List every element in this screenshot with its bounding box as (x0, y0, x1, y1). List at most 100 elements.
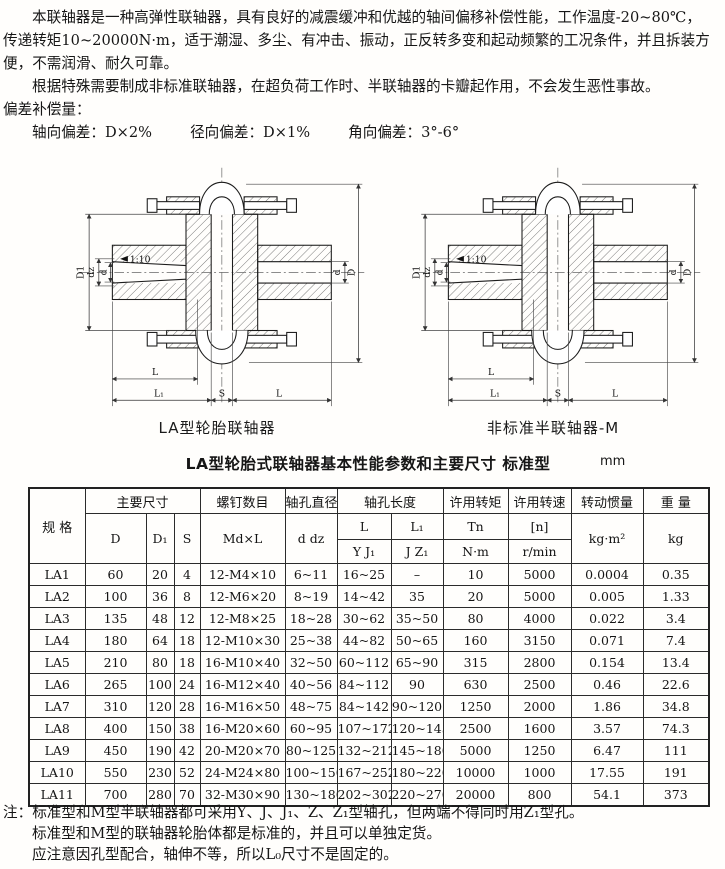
cell: 8 (173, 585, 201, 608)
cell: 315 (442, 651, 509, 674)
cell: 1600 (507, 717, 572, 740)
cell: 2000 (507, 695, 572, 718)
cell: 25~38 (284, 629, 338, 652)
row-label: LA5 (28, 651, 86, 674)
cell: 190 (145, 739, 175, 762)
angular-offset: 角向偏差：3°-6° (348, 124, 460, 141)
cell: 17.55 (570, 761, 644, 784)
cell: 0.35 (642, 563, 710, 586)
note-line: 标准型和M型的联轴器轮胎体都是标准的，并且可以单独定货。 (32, 825, 441, 842)
cell: 16-M20×60 (199, 717, 286, 740)
cell: 14~42 (336, 585, 392, 608)
cell: 0.071 (570, 629, 644, 652)
cell: 12-M8×25 (199, 607, 286, 630)
cell: 12-M10×30 (199, 629, 286, 652)
cell: 132~212 (336, 739, 392, 762)
note-text: 标准型和M型半联轴器都可采用Y、J、J₁、Z、Z₁型轴孔，但两端不得同时用Z₁型… (32, 804, 584, 821)
col-header-n: [n] (507, 513, 572, 540)
cell: 52 (173, 761, 201, 784)
cell: 5000 (507, 563, 572, 586)
cell: 3.4 (642, 607, 710, 630)
cell: 0.0004 (570, 563, 644, 586)
figure-caption-right: 非标准半联轴器-M (486, 419, 620, 437)
cell: 44~82 (336, 629, 392, 652)
cell: 400 (84, 717, 147, 740)
cell: 20000 (442, 783, 509, 807)
cell: – (390, 563, 444, 586)
table-row: LA4 180 64 18 12-M10×30 25~38 44~82 50~65 160 315… (28, 629, 710, 652)
cell: 700 (84, 783, 147, 807)
coupling-figure-standard (62, 158, 372, 410)
cell: 18 (173, 651, 201, 674)
table-row: LA117002807032-M30×90130~180202~302220~2… (28, 783, 710, 807)
row-label: LA2 (28, 585, 86, 608)
intro-line: 根据特殊需要制成非标准联轴器，在超负荷工作时、半联轴器的卡瓣起作用，不会发生恶性… (32, 78, 660, 95)
cell: 4 (173, 563, 201, 586)
col-header-speed: 许用转速 (507, 487, 572, 514)
col-header-weight: 重 量 (642, 487, 710, 514)
table-row: LA84001503816-M20×6060~95107~172120~1452… (28, 717, 710, 740)
cell: 1.86 (570, 695, 644, 718)
intro-line: 便，不需润滑、耐久可靠。 (3, 55, 179, 72)
col-header-S: S (173, 513, 201, 564)
col-header-L1: L₁ (390, 513, 444, 540)
cell: 32~50 (284, 651, 338, 674)
cell: 50~65 (390, 629, 444, 652)
cell: 40~56 (284, 673, 338, 696)
cell: 550 (84, 761, 147, 784)
table-row: LA105502305224-M24×80100~150167~252180~2… (28, 761, 710, 784)
col-header-spec: 规 格 (28, 487, 86, 564)
table-row: LA5 210 80 18 16-M10×40 32~50 60~112 65~90 315 28… (28, 651, 710, 674)
cell: 3150 (507, 629, 572, 652)
cell: 24-M24×80 (199, 761, 286, 784)
col-header-kg: kg (642, 513, 710, 564)
cell: 16-M12×40 (199, 673, 286, 696)
cell: 16-M16×50 (199, 695, 286, 718)
cell: 48~75 (284, 695, 338, 718)
axial-offset: 轴向偏差：D×2% (32, 124, 153, 141)
table-row: LA3 135 48 12 12-M8×25 18~28 30~62 35~50 80 4000 0… (28, 607, 710, 630)
cell: 100 (84, 585, 147, 608)
cell: 32-M30×90 (199, 783, 286, 807)
cell: 6.47 (570, 739, 644, 762)
cell: 100~150 (284, 761, 338, 784)
cell: 10000 (442, 761, 509, 784)
col-header-bore-dia: 轴孔直径 (284, 487, 338, 514)
cell: 191 (642, 761, 710, 784)
col-header-bore-len: 轴孔长度 (336, 487, 444, 514)
row-label: LA8 (28, 717, 86, 740)
cell: 7.4 (642, 629, 710, 652)
cell: 373 (642, 783, 710, 807)
offset-heading: 偏差补偿量： (3, 101, 91, 118)
cell: 230 (145, 761, 175, 784)
offset-values: 轴向偏差：D×2% 径向偏差：D×1% 角向偏差：3°-6° (3, 121, 722, 144)
cell: 1250 (442, 695, 509, 718)
cell: 18 (173, 629, 201, 652)
cell: 60 (84, 563, 147, 586)
cell: 280 (145, 783, 175, 807)
col-header-inertia: 转动惯量 (570, 487, 644, 514)
col-header-D: D (84, 513, 147, 564)
table-title-row: LA型轮胎式联轴器基本性能参数和主要尺寸 标准型 mm (28, 452, 708, 474)
cell: 0.022 (570, 607, 644, 630)
cell: 120~145 (390, 717, 444, 740)
cell: 100 (145, 673, 175, 696)
cell: 13.4 (642, 651, 710, 674)
cell: 34.8 (642, 695, 710, 718)
cell: 80 (145, 651, 175, 674)
col-header-screws: 螺钉数目 (199, 487, 286, 514)
cell: 90~120 (390, 695, 444, 718)
cell: 2800 (507, 651, 572, 674)
spec-table: 规 格 主要尺寸 螺钉数目 轴孔直径 轴孔长度 许用转矩 许用转速 转动惯量 重… (28, 487, 711, 807)
col-header-main-dims: 主要尺寸 (84, 487, 201, 514)
cell: 145~180 (390, 739, 444, 762)
col-header-kgm2: kg·m² (570, 513, 644, 564)
cell: 42 (173, 739, 201, 762)
cell: 20 (145, 563, 175, 586)
cell: 12-M6×20 (199, 585, 286, 608)
cell: 5000 (442, 739, 509, 762)
cell: 6~11 (284, 563, 338, 586)
cell: 16-M10×40 (199, 651, 286, 674)
row-label: LA1 (28, 563, 86, 586)
cell: 0.005 (570, 585, 644, 608)
